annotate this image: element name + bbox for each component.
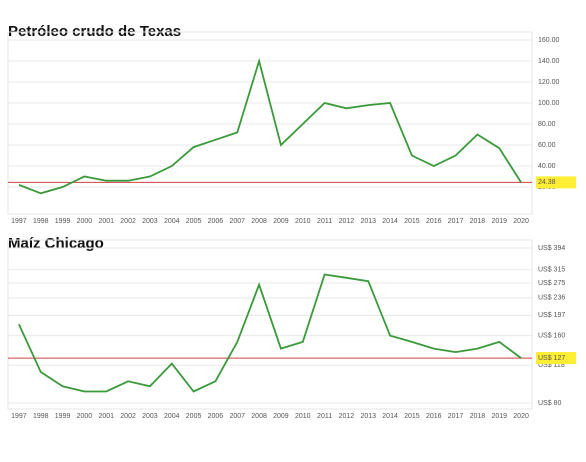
y-tick-label: US$ 80	[538, 400, 561, 407]
y-tick-label: US$ 127	[538, 355, 565, 362]
x-tick-label: 2017	[448, 218, 464, 225]
y-tick-label: US$ 394	[538, 245, 565, 252]
x-tick-label: 2010	[295, 218, 311, 225]
y-tick-label: 160.00	[538, 37, 560, 44]
x-tick-label: 2016	[426, 413, 442, 420]
x-tick-label: 2019	[491, 413, 507, 420]
x-tick-label: 2001	[98, 413, 114, 420]
price-line	[18, 57, 522, 195]
x-tick-label: 1998	[33, 218, 49, 225]
y-tick-label: 24.38	[538, 179, 556, 186]
x-tick-label: 2018	[470, 218, 486, 225]
x-tick-label: 2011	[317, 413, 332, 420]
y-tick-label: US$ 275	[538, 280, 565, 287]
x-tick-label: 2003	[142, 218, 158, 225]
y-tick-label: 60.00	[538, 142, 556, 149]
x-tick-label: 2002	[120, 218, 136, 225]
x-tick-label: 1998	[33, 413, 49, 420]
x-tick-label: 2004	[164, 218, 180, 225]
x-tick-label: 2012	[339, 218, 355, 225]
x-tick-label: 2008	[251, 413, 267, 420]
x-tick-label: 1999	[55, 218, 71, 225]
plot-area	[7, 239, 533, 410]
x-tick-label: 2008	[251, 218, 267, 225]
x-tick-label: 2007	[229, 218, 245, 225]
y-tick-label: 100.00	[538, 100, 560, 107]
x-tick-label: 2020	[513, 413, 529, 420]
x-tick-label: 2020	[513, 218, 529, 225]
price-highlight	[536, 176, 576, 189]
y-tick-label: 140.00	[538, 58, 560, 65]
y-tick-label: 80.00	[538, 121, 556, 128]
y-tick-label: US$ 197	[538, 312, 565, 319]
price-line	[18, 273, 522, 393]
y-tick-label: US$ 160	[538, 332, 565, 339]
y-tick-label: US$ 118	[538, 362, 565, 369]
x-tick-label: 2015	[404, 413, 420, 420]
x-tick-label: 2019	[491, 218, 507, 225]
chart-title: Maíz Chicago	[8, 235, 104, 252]
x-tick-label: 2001	[98, 218, 114, 225]
y-tick-label: 120.00	[538, 79, 560, 86]
x-tick-label: 2009	[273, 218, 289, 225]
x-tick-label: 2006	[208, 413, 224, 420]
x-tick-label: 2005	[186, 413, 202, 420]
x-tick-label: 2000	[77, 218, 93, 225]
x-tick-label: 1999	[55, 413, 71, 420]
x-tick-label: 2005	[186, 218, 202, 225]
x-tick-label: 2004	[164, 413, 180, 420]
x-tick-label: 2015	[404, 218, 420, 225]
x-tick-label: 2018	[470, 413, 486, 420]
x-tick-label: 2007	[229, 413, 245, 420]
x-tick-label: 2012	[339, 413, 355, 420]
chart-title: Petróleo crudo de Texas	[8, 23, 181, 40]
x-tick-label: 2000	[77, 413, 93, 420]
x-tick-label: 1997	[11, 218, 27, 225]
x-tick-label: 1997	[11, 413, 27, 420]
x-tick-label: 2014	[382, 218, 398, 225]
x-tick-label: 2016	[426, 218, 442, 225]
x-tick-label: 2006	[208, 218, 224, 225]
x-tick-label: 2014	[382, 413, 398, 420]
x-tick-label: 2003	[142, 413, 158, 420]
y-tick-label: US$ 236	[538, 295, 565, 302]
x-tick-label: 2017	[448, 413, 464, 420]
y-tick-label: 40.00	[538, 163, 556, 170]
x-tick-label: 2013	[360, 218, 376, 225]
y-tick-label: US$ 315	[538, 267, 565, 274]
x-tick-label: 2009	[273, 413, 289, 420]
price-highlight	[536, 352, 576, 365]
x-tick-label: 2011	[317, 218, 332, 225]
x-tick-label: 2010	[295, 413, 311, 420]
x-tick-label: 2002	[120, 413, 136, 420]
x-tick-label: 2013	[360, 413, 376, 420]
plot-area	[7, 31, 533, 215]
